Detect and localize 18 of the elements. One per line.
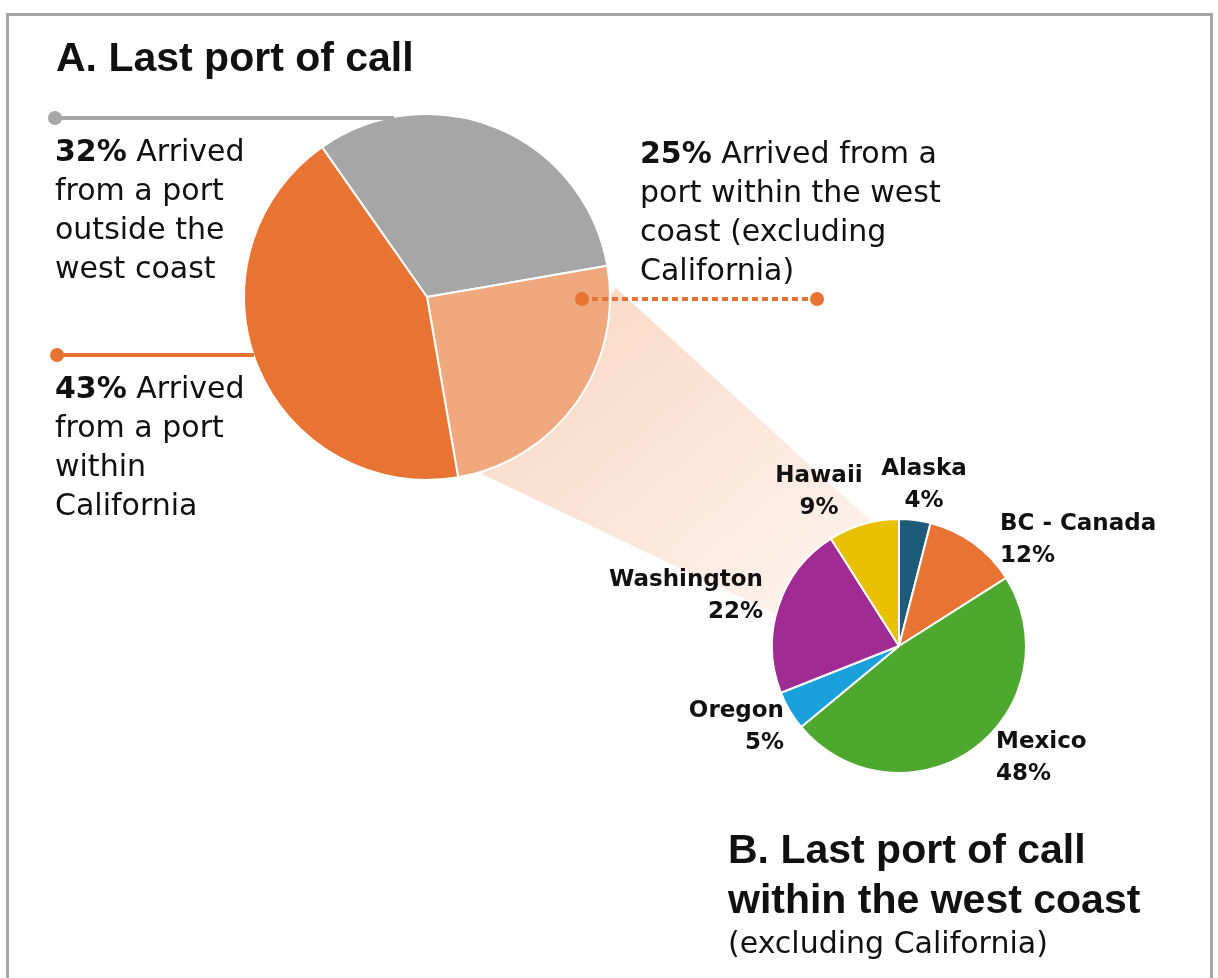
text: (excluding California) (728, 925, 1048, 961)
data-label: 48% (996, 759, 1052, 785)
data-label: 5% (744, 728, 784, 754)
slice-label: Oregon (688, 696, 784, 722)
slice-label: Mexico (996, 727, 1087, 753)
text: B. Last port of call within the west coast (728, 825, 1142, 924)
data-label: 9% (799, 493, 839, 519)
data-label: 22% (707, 597, 763, 623)
chart-title: A. Last port of call (56, 33, 415, 82)
data-label: 32% (55, 133, 127, 168)
data-label: 43% (55, 370, 127, 405)
data-label: 25% (640, 135, 712, 170)
slice-label: Washington (608, 565, 763, 591)
data-label: 4% (904, 486, 944, 512)
data-label: 12% (1000, 541, 1056, 567)
slice-label: BC - Canada (1000, 509, 1157, 535)
slice-label: Hawaii (775, 461, 863, 487)
slice-label: Alaska (881, 454, 967, 480)
